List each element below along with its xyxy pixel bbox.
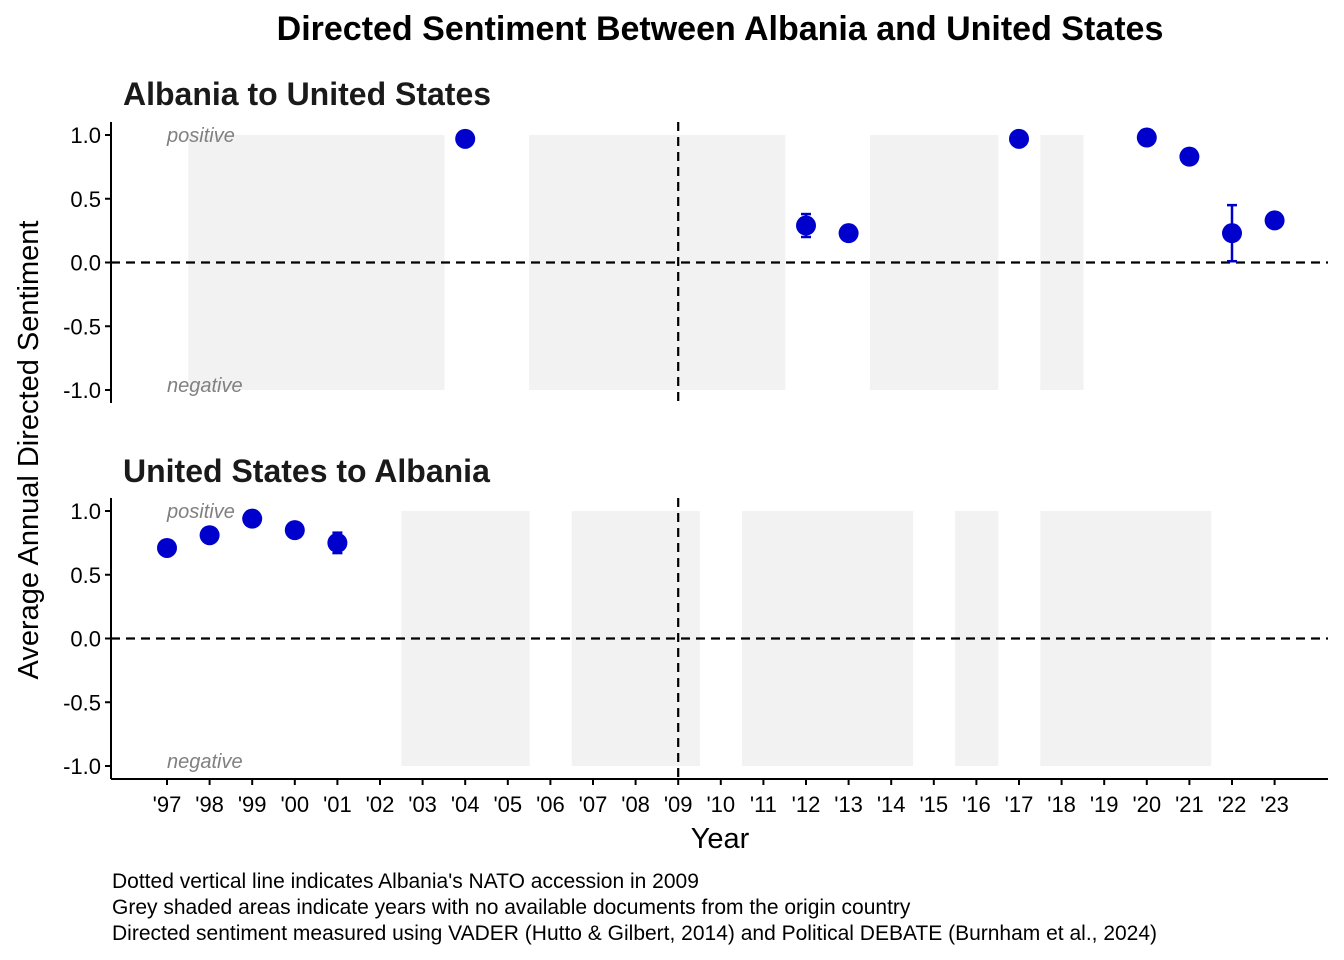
negative-label: negative (167, 375, 243, 397)
no-data-shade (699, 135, 743, 390)
y-tick-label: -1.0 (63, 754, 101, 779)
x-tick-label: '20 (1132, 792, 1161, 817)
data-point (455, 128, 476, 149)
x-tick-label: '22 (1218, 792, 1247, 817)
no-data-shade (1168, 511, 1212, 766)
data-point (157, 537, 177, 558)
no-data-shade (443, 511, 488, 766)
no-data-shade (401, 511, 445, 766)
caption-line-3: Directed sentiment measured using VADER … (112, 922, 1157, 945)
data-point (796, 215, 816, 236)
no-data-shade (358, 135, 402, 390)
x-tick-label: '17 (1005, 792, 1034, 817)
data-point (838, 223, 859, 244)
y-tick-label: 1.0 (70, 499, 101, 524)
y-axis-title: Average Annual Directed Sentiment (13, 221, 45, 680)
y-tick-label: -0.5 (63, 314, 101, 339)
y-tick-label: 0.0 (70, 251, 101, 276)
x-tick-label: '00 (280, 792, 309, 817)
x-tick-label: '21 (1175, 792, 1204, 817)
chart-title: Directed Sentiment Between Albania and U… (277, 10, 1164, 48)
x-tick-label: '14 (877, 792, 906, 817)
positive-label: positive (166, 501, 235, 523)
y-tick-label: -0.5 (63, 690, 101, 715)
caption-line-1: Dotted vertical line indicates Albania's… (112, 870, 699, 893)
x-tick-label: '12 (792, 792, 821, 817)
x-axis-ticks: '97 '98 '99 '00 '01 '02 '03 '04 '05 '06 '07 '08 '09 '… (153, 779, 1289, 817)
y-tick-label: 0.5 (70, 187, 101, 212)
x-tick-label: '99 (238, 792, 267, 817)
no-data-shade (955, 135, 999, 390)
data-point (1264, 210, 1285, 231)
x-tick-label: '11 (750, 792, 777, 817)
caption-line-2: Grey shaded areas indicate years with no… (112, 896, 911, 919)
positive-label: positive (166, 125, 235, 147)
data-point (1222, 223, 1242, 244)
no-data-shade (912, 135, 956, 390)
x-tick-label: '13 (834, 792, 863, 817)
x-tick-label: '07 (579, 792, 608, 817)
data-point (1009, 128, 1029, 149)
x-tick-label: '02 (366, 792, 395, 817)
x-tick-label: '18 (1047, 792, 1076, 817)
panels-group: Albania to United States positive negative… (63, 76, 1328, 780)
panel-2: United States to Albania positive negative… (63, 453, 1328, 780)
x-tick-label: '08 (621, 792, 650, 817)
data-point (284, 520, 305, 541)
x-tick-label: '01 (323, 792, 352, 817)
panel-title: Albania to United States (123, 76, 491, 112)
x-tick-label: '09 (664, 792, 693, 817)
x-tick-label: '16 (962, 792, 991, 817)
y-tick-label: 1.0 (70, 123, 101, 148)
x-tick-label: '15 (919, 792, 948, 817)
x-tick-label: '23 (1260, 792, 1289, 817)
no-data-shade (401, 135, 445, 390)
data-point (327, 532, 348, 553)
y-tick-label: -1.0 (63, 378, 101, 403)
data-point (1179, 146, 1200, 167)
data-point (199, 525, 220, 546)
x-tick-label: '98 (195, 792, 224, 817)
x-tick-label: '03 (408, 792, 437, 817)
no-data-shade (955, 511, 999, 766)
y-tick-label: 0.0 (70, 627, 101, 652)
x-tick-label: '04 (451, 792, 480, 817)
panel-1: Albania to United States positive negative… (63, 76, 1328, 403)
x-tick-label: '06 (536, 792, 565, 817)
y-tick-label: 0.5 (70, 563, 101, 588)
data-point (242, 508, 263, 529)
panel-title: United States to Albania (123, 453, 490, 489)
data-point (1136, 127, 1157, 148)
x-tick-label: '10 (706, 792, 735, 817)
x-axis-title: Year (691, 823, 750, 855)
x-tick-label: '19 (1090, 792, 1119, 817)
x-tick-label: '97 (153, 792, 182, 817)
negative-label: negative (167, 751, 243, 773)
x-tick-label: '05 (493, 792, 522, 817)
